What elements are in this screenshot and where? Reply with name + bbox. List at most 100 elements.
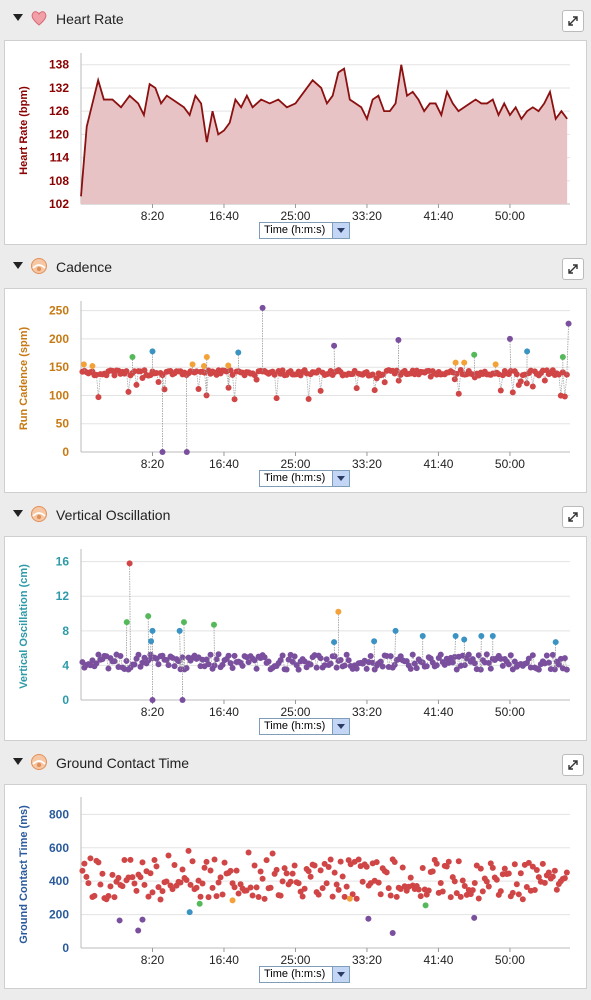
y-tick-label: 400 (49, 874, 69, 888)
data-point (179, 866, 186, 873)
highlight-point (229, 897, 236, 904)
data-point (141, 881, 148, 888)
data-point (469, 887, 476, 894)
x-tick-label: 33:20 (352, 705, 382, 719)
data-point (163, 878, 170, 885)
collapse-toggle-icon[interactable] (13, 14, 23, 21)
panel-header-2: Vertical Oscillation (0, 496, 591, 532)
expand-button[interactable] (562, 506, 584, 528)
data-point (531, 887, 538, 894)
collapse-toggle-icon[interactable] (13, 262, 23, 269)
highlight-point (395, 337, 402, 344)
data-point (269, 850, 276, 857)
data-point (295, 880, 302, 887)
collapse-toggle-icon[interactable] (13, 758, 23, 765)
data-point (505, 870, 512, 877)
data-point (185, 847, 192, 854)
data-point (367, 652, 374, 659)
data-point (407, 665, 414, 672)
data-point (419, 865, 426, 872)
highlight-point (200, 363, 207, 370)
connector-line (183, 622, 185, 670)
time-axis-select[interactable]: Time (h:m:s) (259, 966, 350, 983)
highlight-point (225, 362, 232, 369)
data-point (111, 894, 118, 901)
chart-panel: 0 4 8 12 16 8:20 16:40 25:00 33:20 41:40 50:00 Vert… (4, 536, 587, 741)
data-point (393, 367, 400, 374)
data-point (377, 658, 384, 665)
data-point (483, 878, 490, 885)
highlight-point (116, 917, 123, 924)
dropdown-arrow-icon[interactable] (332, 967, 349, 982)
highlight-point (210, 621, 217, 628)
data-point (359, 878, 366, 885)
y-axis-label: Heart Rate (bpm) (18, 86, 30, 175)
data-point (217, 874, 224, 881)
highlight-point (422, 902, 429, 909)
data-point (501, 865, 508, 872)
data-point (177, 879, 184, 886)
data-point (545, 659, 552, 666)
data-point (155, 379, 162, 386)
data-point (423, 663, 430, 670)
data-point (475, 652, 482, 659)
y-tick-label: 114 (50, 151, 70, 165)
data-point (539, 860, 546, 867)
expand-button[interactable] (562, 10, 584, 32)
data-point (551, 666, 558, 673)
connector-line (213, 624, 215, 666)
time-axis-select-value: Time (h:m:s) (264, 968, 326, 980)
time-axis-select[interactable]: Time (h:m:s) (259, 470, 350, 487)
data-point (381, 379, 388, 386)
data-point (457, 893, 464, 900)
highlight-point (552, 639, 559, 646)
data-point (453, 890, 460, 897)
data-point (377, 891, 384, 898)
data-point (289, 658, 296, 665)
data-point (443, 863, 450, 870)
dropdown-arrow-icon[interactable] (332, 719, 349, 734)
y-tick-label: 0 (62, 445, 69, 459)
data-point (497, 888, 504, 895)
collapse-toggle-icon[interactable] (13, 510, 23, 517)
data-point (341, 893, 348, 900)
highlight-point (389, 929, 396, 936)
data-point (235, 890, 242, 897)
highlight-point (471, 914, 478, 921)
data-point (333, 664, 340, 671)
data-point (95, 394, 102, 401)
data-point (225, 384, 232, 391)
data-point (259, 875, 266, 882)
data-point (429, 868, 436, 875)
area-fill (81, 64, 568, 204)
connector-line (150, 641, 152, 655)
data-point (165, 852, 172, 859)
panel-header-3: Ground Contact Time (0, 744, 591, 780)
data-point (317, 655, 324, 662)
data-point (415, 886, 422, 893)
data-point (523, 380, 530, 387)
data-point (337, 858, 344, 865)
data-point (281, 865, 288, 872)
time-axis-select[interactable]: Time (h:m:s) (259, 718, 350, 735)
x-tick-label: 8:20 (141, 953, 165, 967)
highlight-point (189, 361, 196, 368)
highlight-point (365, 915, 372, 922)
dropdown-arrow-icon[interactable] (332, 471, 349, 486)
highlight-point (176, 627, 183, 634)
expand-button[interactable] (562, 754, 584, 776)
data-point (247, 884, 254, 891)
data-point (345, 657, 352, 664)
data-point (353, 895, 360, 902)
data-point (145, 893, 152, 900)
highlight-point (123, 619, 130, 626)
time-axis-select[interactable]: Time (h:m:s) (259, 222, 350, 239)
data-point (255, 894, 262, 901)
y-tick-label: 150 (49, 360, 69, 374)
dropdown-arrow-icon[interactable] (332, 223, 349, 238)
data-point (149, 889, 156, 896)
y-tick-label: 0 (62, 941, 69, 955)
data-point (189, 858, 196, 865)
expand-button[interactable] (562, 258, 584, 280)
y-tick-label: 8 (62, 624, 69, 638)
